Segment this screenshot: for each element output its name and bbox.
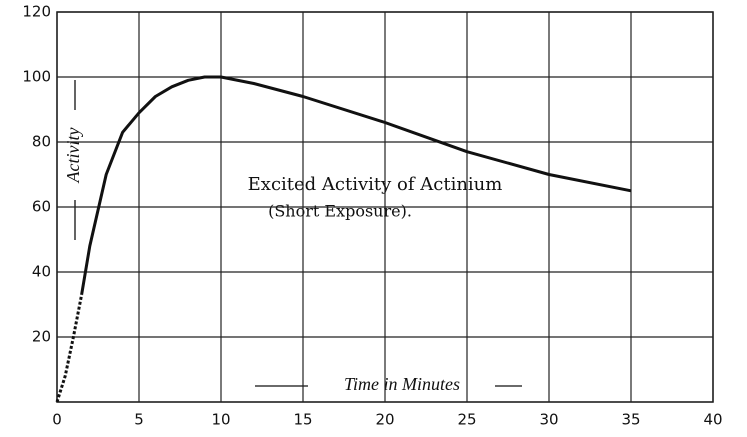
y-tick-label: 80 xyxy=(32,133,51,151)
y-axis-label-group: Activity xyxy=(63,80,83,240)
y-tick-label: 40 xyxy=(32,263,51,281)
x-axis-label-group: Time in Minutes xyxy=(255,374,522,394)
x-tick-label: 0 xyxy=(52,411,62,429)
y-tick-label: 100 xyxy=(22,68,51,86)
y-tick-label: 120 xyxy=(22,3,51,21)
x-tick-label: 40 xyxy=(703,411,722,429)
x-tick-label: 30 xyxy=(539,411,558,429)
x-axis-label: Time in Minutes xyxy=(344,374,460,394)
y-tick-label: 20 xyxy=(32,328,51,346)
x-tick-label: 5 xyxy=(134,411,144,429)
line-series xyxy=(80,75,632,296)
x-tick-label: 20 xyxy=(375,411,394,429)
x-tick-label: 25 xyxy=(457,411,476,429)
line-series xyxy=(55,294,84,403)
chart-title: Excited Activity of Actinium xyxy=(248,174,503,195)
chart-subtitle: (Short Exposure). xyxy=(268,202,412,221)
x-tick-label: 15 xyxy=(293,411,312,429)
y-axis-label: Activity xyxy=(63,128,83,184)
y-tick-label: 60 xyxy=(32,198,51,216)
x-tick-label: 10 xyxy=(211,411,230,429)
x-tick-label: 35 xyxy=(621,411,640,429)
